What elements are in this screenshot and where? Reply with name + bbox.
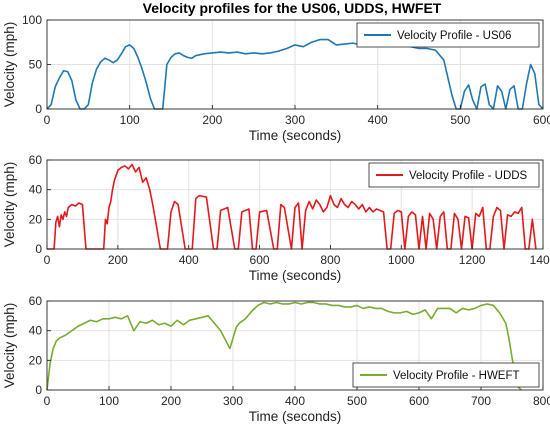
x-tick-label: 0 <box>44 253 51 267</box>
y-tick-label: 0 <box>35 102 42 116</box>
y-tick-label: 50 <box>29 58 43 72</box>
series-line-1 <box>46 38 544 110</box>
y-tick-label: 40 <box>29 183 43 197</box>
x-tick-label: 300 <box>285 113 305 127</box>
panel-3: 0 100 200 300 400 500 600 700 800 0 20 40 60 Time (se… <box>2 294 550 424</box>
x-tick-label: 0 <box>44 394 51 408</box>
x-tick-label: 1200 <box>459 253 486 267</box>
x-tick-label: 800 <box>533 394 550 408</box>
y-axis-label: Velocity (mph) <box>2 22 17 108</box>
axes-box <box>46 159 544 250</box>
y-axis-label: Velocity (mph) <box>2 303 17 389</box>
figure-title: Velocity profiles for the US06, UDDS, HW… <box>143 0 442 16</box>
x-tick-label: 100 <box>120 113 140 127</box>
x-tick-label: 500 <box>347 394 367 408</box>
x-axis-label: Time (seconds) <box>249 268 342 283</box>
panel-1: 0 100 200 300 400 500 600 0 50 100 Time (seconds) V… <box>2 13 550 143</box>
legend-label: Velocity Profile - UDDS <box>409 170 528 182</box>
x-tick-label: 300 <box>223 394 243 408</box>
series-line-1 <box>47 163 537 250</box>
legend: Velocity Profile - US06 <box>356 22 540 48</box>
x-tick-label: 600 <box>533 113 550 127</box>
x-axis-label: Time (seconds) <box>249 409 342 424</box>
x-tick-label: 400 <box>368 113 388 127</box>
legend-label: Velocity Profile - HWEFT <box>393 370 520 382</box>
y-tick-label: 40 <box>29 324 43 338</box>
x-tick-label: 0 <box>44 113 51 127</box>
x-tick-label: 500 <box>450 113 470 127</box>
y-tick-label: 60 <box>29 294 43 308</box>
y-tick-label: 100 <box>22 13 42 27</box>
series-line-1 <box>46 301 522 391</box>
x-tick-label: 700 <box>471 394 491 408</box>
y-tick-label: 0 <box>35 242 42 256</box>
x-tick-label: 800 <box>320 253 340 267</box>
y-tick-label: 20 <box>29 353 43 367</box>
x-tick-label: 600 <box>409 394 429 408</box>
x-tick-label: 200 <box>108 253 128 267</box>
x-axis-label: Time (seconds) <box>249 128 342 143</box>
y-axis-label: Velocity (mph) <box>2 162 17 248</box>
x-tick-label: 100 <box>99 394 119 408</box>
x-tick-label: 400 <box>179 253 199 267</box>
x-tick-label: 1000 <box>388 253 415 267</box>
x-tick-label: 200 <box>202 113 222 127</box>
y-tick-label: 60 <box>29 153 43 167</box>
y-tick-label: 0 <box>35 383 42 397</box>
y-tick-label: 20 <box>29 212 43 226</box>
legend: Velocity Profile - HWEFT <box>352 362 540 388</box>
x-tick-label: 200 <box>161 394 181 408</box>
x-tick-label: 400 <box>285 394 305 408</box>
x-tick-label: 600 <box>250 253 270 267</box>
legend-label: Velocity Profile - US06 <box>397 30 511 42</box>
legend: Velocity Profile - UDDS <box>368 162 540 188</box>
